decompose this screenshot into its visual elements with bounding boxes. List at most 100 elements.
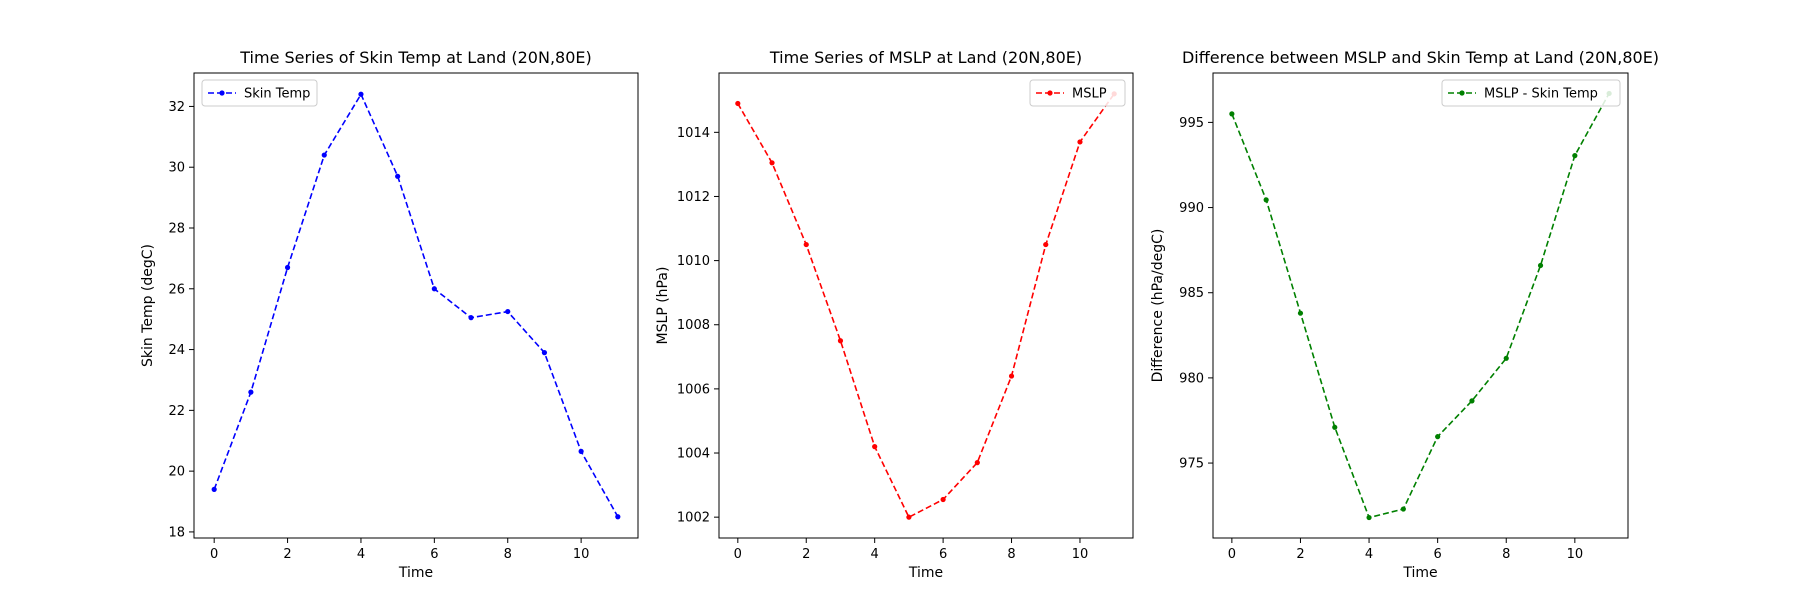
data-point (1503, 355, 1509, 361)
x-tick-label: 2 (283, 547, 291, 562)
axes-frame (718, 72, 1134, 539)
y-tick-label: 32 (168, 100, 185, 115)
data-point (1366, 514, 1372, 521)
legend: MSLP - Skin Temp (1441, 79, 1621, 107)
data-point (735, 100, 741, 107)
x-tick-label: 6 (939, 547, 947, 562)
chart-title: Difference between MSLP and Skin Temp at… (1182, 48, 1659, 67)
y-tick-label: 975 (1179, 457, 1204, 472)
legend-box (1029, 79, 1126, 107)
data-point (541, 350, 548, 356)
data-point (211, 486, 217, 492)
legend-box (201, 79, 318, 107)
data-point (872, 444, 878, 450)
x-axis-label: Time (908, 565, 943, 581)
data-point (1537, 262, 1544, 269)
data-point (1572, 153, 1578, 159)
data-point (578, 448, 584, 454)
x-tick-label: 10 (573, 547, 590, 562)
data-point (284, 264, 291, 271)
legend-label: MSLP (1072, 87, 1107, 102)
y-tick-label: 1012 (677, 190, 710, 205)
y-axis-label: MSLP (hPa) (655, 267, 671, 345)
y-tick-label: 1010 (677, 254, 710, 269)
data-point (906, 514, 912, 520)
y-tick-label: 28 (168, 222, 185, 237)
series-line (213, 92, 619, 518)
x-tick-label: 6 (1434, 547, 1442, 562)
legend-marker (219, 90, 225, 96)
data-point (1400, 506, 1406, 512)
y-tick-label: 985 (1179, 286, 1204, 301)
data-point (1469, 398, 1475, 404)
data-point (837, 338, 844, 344)
x-axis-label: Time (398, 565, 433, 581)
x-tick-label: 6 (430, 547, 438, 562)
data-point (395, 173, 401, 179)
axes-frame (193, 72, 639, 539)
data-point (1435, 434, 1441, 440)
data-point (974, 460, 980, 466)
x-tick-label: 0 (734, 547, 742, 562)
data-point (803, 241, 809, 248)
x-tick-label: 2 (1296, 547, 1304, 562)
legend-marker (1047, 90, 1053, 96)
legend-label: MSLP - Skin Temp (1484, 87, 1598, 102)
data-point (1332, 424, 1338, 430)
subplot-2: Time Series of MSLP at Land (20N,80E) 0 2 4… (655, 48, 1134, 581)
x-axis-label: Time (1402, 565, 1437, 581)
x-tick-label: 4 (1365, 547, 1373, 562)
y-tick-label: 20 (168, 465, 185, 480)
data-point (431, 286, 437, 292)
y-tick-label: 1008 (677, 318, 710, 333)
y-tick-label: 1002 (677, 511, 710, 526)
data-point (1297, 310, 1304, 316)
y-axis-label: Skin Temp (degC) (140, 244, 156, 367)
y-tick-label: 1014 (677, 126, 710, 141)
y-tick-label: 1004 (677, 447, 710, 462)
x-tick-label: 2 (802, 547, 810, 562)
y-tick-label: 1006 (677, 382, 710, 397)
subplot-3: Difference between MSLP and Skin Temp at… (1150, 48, 1659, 581)
legend: Skin Temp (201, 79, 318, 107)
chart-title: Time Series of MSLP at Land (20N,80E) (769, 48, 1082, 67)
data-point (1043, 241, 1049, 248)
x-tick-label: 8 (504, 547, 512, 562)
data-point (615, 514, 621, 520)
x-tick-label: 8 (1502, 547, 1510, 562)
x-tick-label: 4 (871, 547, 879, 562)
y-tick-label: 995 (1179, 116, 1204, 131)
data-point (1263, 197, 1269, 203)
y-tick-label: 24 (168, 343, 185, 358)
data-point (769, 160, 775, 166)
data-point (468, 315, 474, 321)
data-point (321, 152, 327, 158)
y-tick-label: 18 (168, 525, 185, 540)
y-tick-label: 26 (168, 282, 185, 297)
y-tick-label: 990 (1179, 201, 1204, 216)
x-tick-label: 10 (1567, 547, 1584, 562)
x-tick-label: 4 (357, 547, 365, 562)
data-point (1077, 139, 1083, 145)
legend-label: Skin Temp (244, 87, 310, 102)
x-tick-label: 8 (1007, 547, 1015, 562)
series-line (1231, 93, 1610, 519)
data-point (248, 389, 254, 395)
axes-frame (1212, 72, 1629, 539)
y-tick-label: 22 (168, 404, 185, 419)
data-point (1229, 111, 1235, 117)
y-tick-label: 30 (168, 161, 185, 176)
legend: MSLP (1029, 79, 1126, 107)
series-line (737, 93, 1115, 519)
chart-title: Time Series of Skin Temp at Land (20N,80… (239, 48, 592, 67)
legend-box (1441, 79, 1621, 107)
data-point (1008, 373, 1015, 379)
legend-marker (1459, 90, 1465, 96)
x-tick-label: 10 (1072, 547, 1089, 562)
data-point (505, 308, 511, 315)
x-tick-label: 0 (1228, 547, 1236, 562)
subplot-1: Time Series of Skin Temp at Land (20N,80… (140, 48, 639, 581)
data-point (940, 496, 946, 503)
data-point (358, 91, 364, 97)
